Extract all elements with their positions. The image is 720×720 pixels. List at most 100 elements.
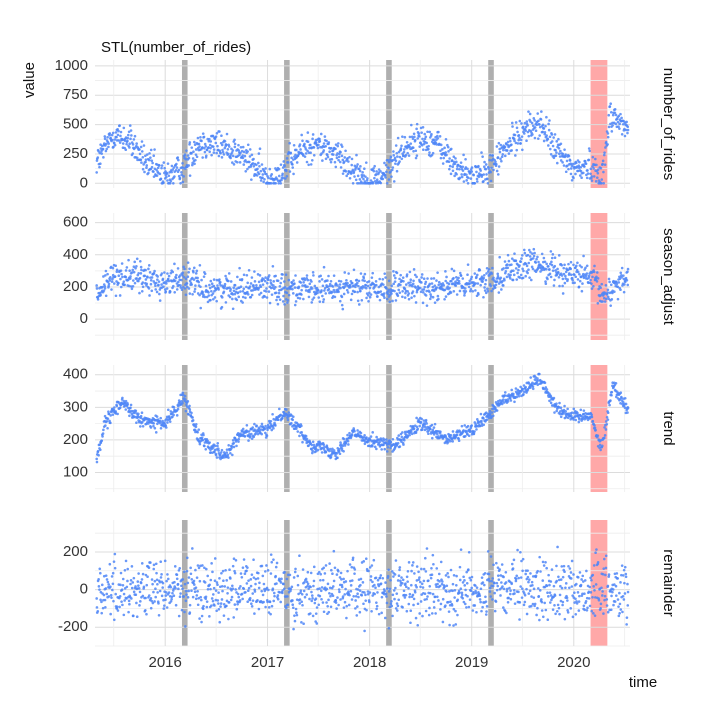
data-point (602, 170, 605, 174)
data-point (303, 155, 307, 158)
data-point (192, 140, 196, 144)
data-point (168, 290, 172, 294)
data-point (107, 412, 111, 416)
data-point (595, 271, 599, 274)
data-point (441, 620, 445, 624)
data-point (312, 579, 316, 583)
data-point (490, 166, 493, 170)
data-point (266, 428, 269, 432)
data-point (604, 428, 608, 431)
data-point (554, 269, 557, 272)
data-point (283, 303, 286, 306)
data-point (485, 418, 489, 421)
data-point (488, 409, 492, 413)
data-point (567, 154, 571, 158)
data-point (292, 279, 295, 282)
data-point (306, 584, 309, 588)
data-point (298, 602, 302, 605)
data-point (204, 284, 208, 288)
data-point (381, 576, 385, 580)
data-point (169, 600, 173, 603)
data-point (284, 273, 288, 276)
data-point (529, 120, 532, 123)
data-point (418, 612, 421, 615)
data-point (359, 165, 362, 168)
data-point (109, 593, 113, 597)
data-point (547, 122, 550, 126)
data-point (513, 133, 517, 137)
data-point (171, 270, 175, 274)
data-point (112, 560, 116, 563)
data-point (103, 414, 107, 418)
data-point (102, 142, 106, 145)
data-point (533, 126, 537, 129)
data-point (387, 178, 391, 181)
data-point (251, 426, 255, 429)
data-point (337, 158, 340, 162)
data-point (559, 415, 563, 419)
data-point (354, 594, 358, 598)
data-point (109, 612, 112, 616)
data-point (204, 145, 208, 148)
data-point (340, 585, 344, 589)
data-point (397, 288, 401, 292)
data-point (413, 138, 417, 142)
data-point (538, 372, 541, 376)
data-point (279, 163, 283, 166)
data-point (402, 443, 405, 446)
data-point (615, 282, 619, 286)
data-point (349, 584, 353, 587)
data-point (138, 590, 142, 594)
data-point (340, 154, 344, 158)
data-point (428, 130, 432, 134)
data-point (538, 134, 541, 137)
data-point (549, 152, 553, 156)
data-point (560, 263, 564, 267)
data-point (328, 562, 331, 565)
data-point (306, 278, 310, 282)
data-point (162, 161, 166, 164)
data-point (148, 271, 152, 274)
data-point (589, 278, 592, 282)
data-point (516, 142, 520, 145)
data-point (177, 168, 181, 172)
data-point (118, 124, 121, 127)
data-point (510, 257, 514, 260)
data-point (461, 277, 465, 280)
data-point (127, 258, 130, 262)
data-point (210, 604, 213, 607)
data-point (132, 270, 136, 274)
data-point (620, 274, 623, 277)
data-point (310, 590, 313, 594)
data-point (329, 160, 333, 164)
data-point (278, 298, 282, 301)
data-point (337, 569, 340, 573)
data-point (107, 583, 111, 586)
data-point (333, 566, 337, 570)
data-point (447, 160, 451, 164)
data-point (419, 290, 423, 294)
data-point (214, 141, 218, 145)
data-point (551, 144, 555, 148)
data-point (572, 263, 575, 267)
data-point (392, 150, 395, 153)
data-point (320, 586, 324, 589)
data-point (405, 273, 409, 276)
data-point (481, 581, 485, 584)
data-point (241, 145, 245, 149)
data-point (291, 418, 295, 422)
data-point (616, 297, 620, 301)
data-point (359, 272, 363, 275)
data-point (251, 592, 255, 595)
data-point (446, 440, 450, 444)
data-point (414, 286, 418, 289)
data-point (220, 305, 224, 309)
data-point (112, 599, 115, 603)
data-point (418, 145, 421, 148)
data-point (376, 578, 380, 582)
data-point (166, 408, 170, 412)
data-point (461, 596, 465, 600)
data-point (103, 135, 107, 138)
data-point (480, 609, 483, 613)
data-point (152, 424, 155, 428)
